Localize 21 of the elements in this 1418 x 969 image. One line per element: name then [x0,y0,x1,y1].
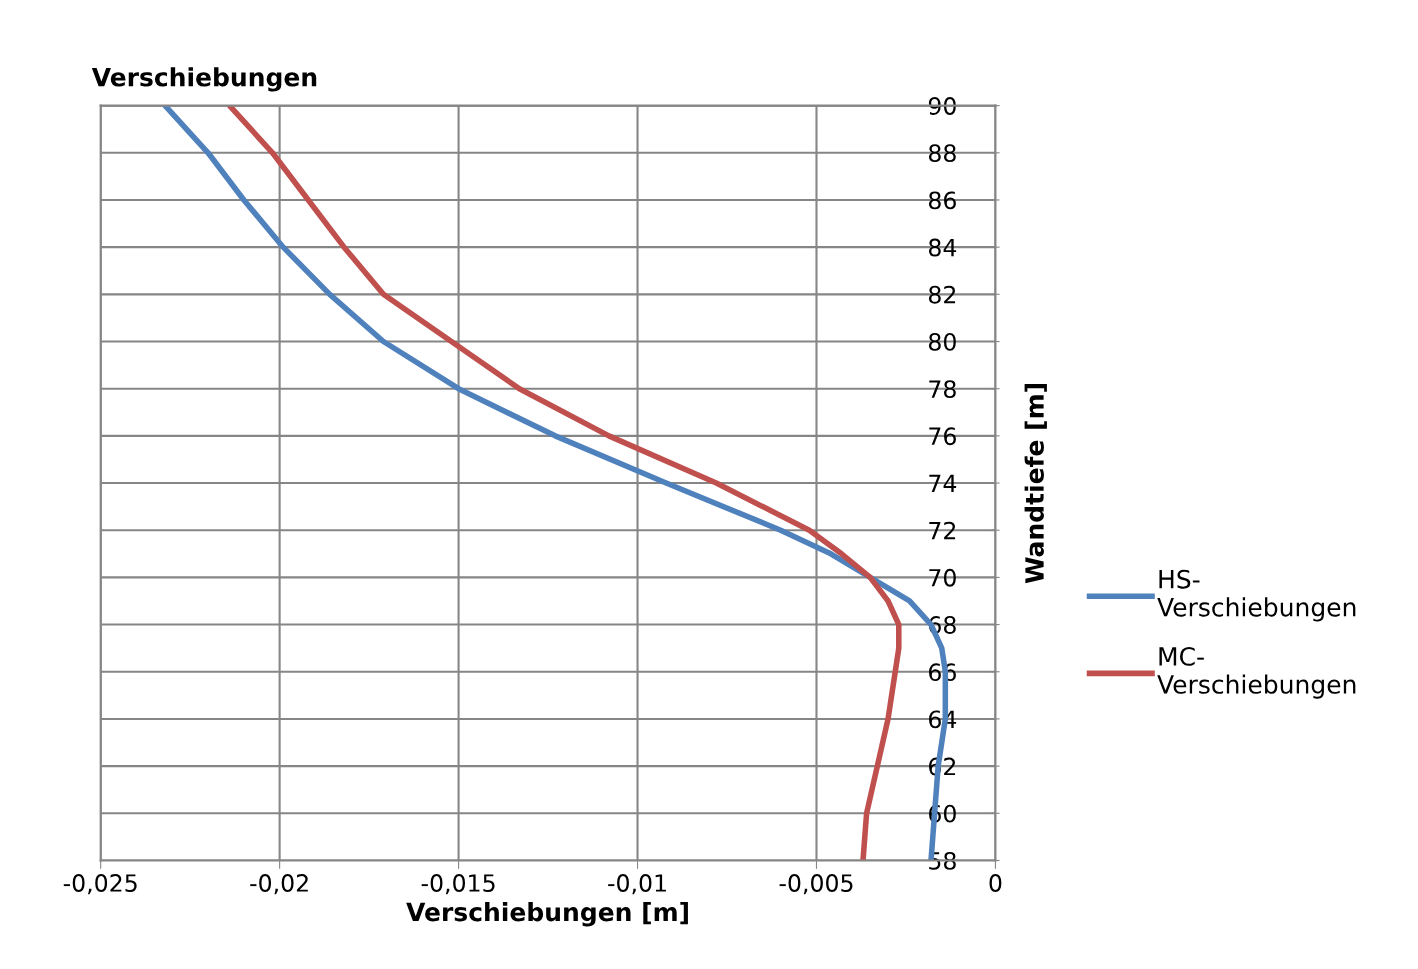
x-tick-label: 0 [989,874,1002,892]
legend-label: MC- Verschiebungen [1157,646,1356,699]
y-tick-label: 86 [928,191,956,210]
x-tick-label: -0,005 [779,874,853,895]
y-tick-label: 88 [928,144,956,163]
legend-label: HS- Verschiebungen [1157,569,1356,622]
chart-title: Verschiebungen [91,67,317,92]
y-tick-label: 70 [929,568,956,587]
y-tick-label: 72 [929,521,956,540]
y-tick-label: 78 [929,380,956,398]
y-tick-label: 74 [929,474,957,493]
y-tick-label: 84 [928,238,957,257]
x-axis-title: Verschiebungen [m] [406,902,688,927]
x-tick-label: -0,01 [608,874,666,895]
x-tick-label: -0,02 [250,874,308,895]
y-tick-label: 80 [928,332,956,351]
y-axis-title: Wandtiefe [m] [1024,384,1047,584]
x-tick-label: -0,025 [63,874,137,895]
y-tick-label: 76 [929,427,956,446]
x-tick-label: -0,015 [421,874,495,895]
y-tick-label: 82 [928,285,956,304]
